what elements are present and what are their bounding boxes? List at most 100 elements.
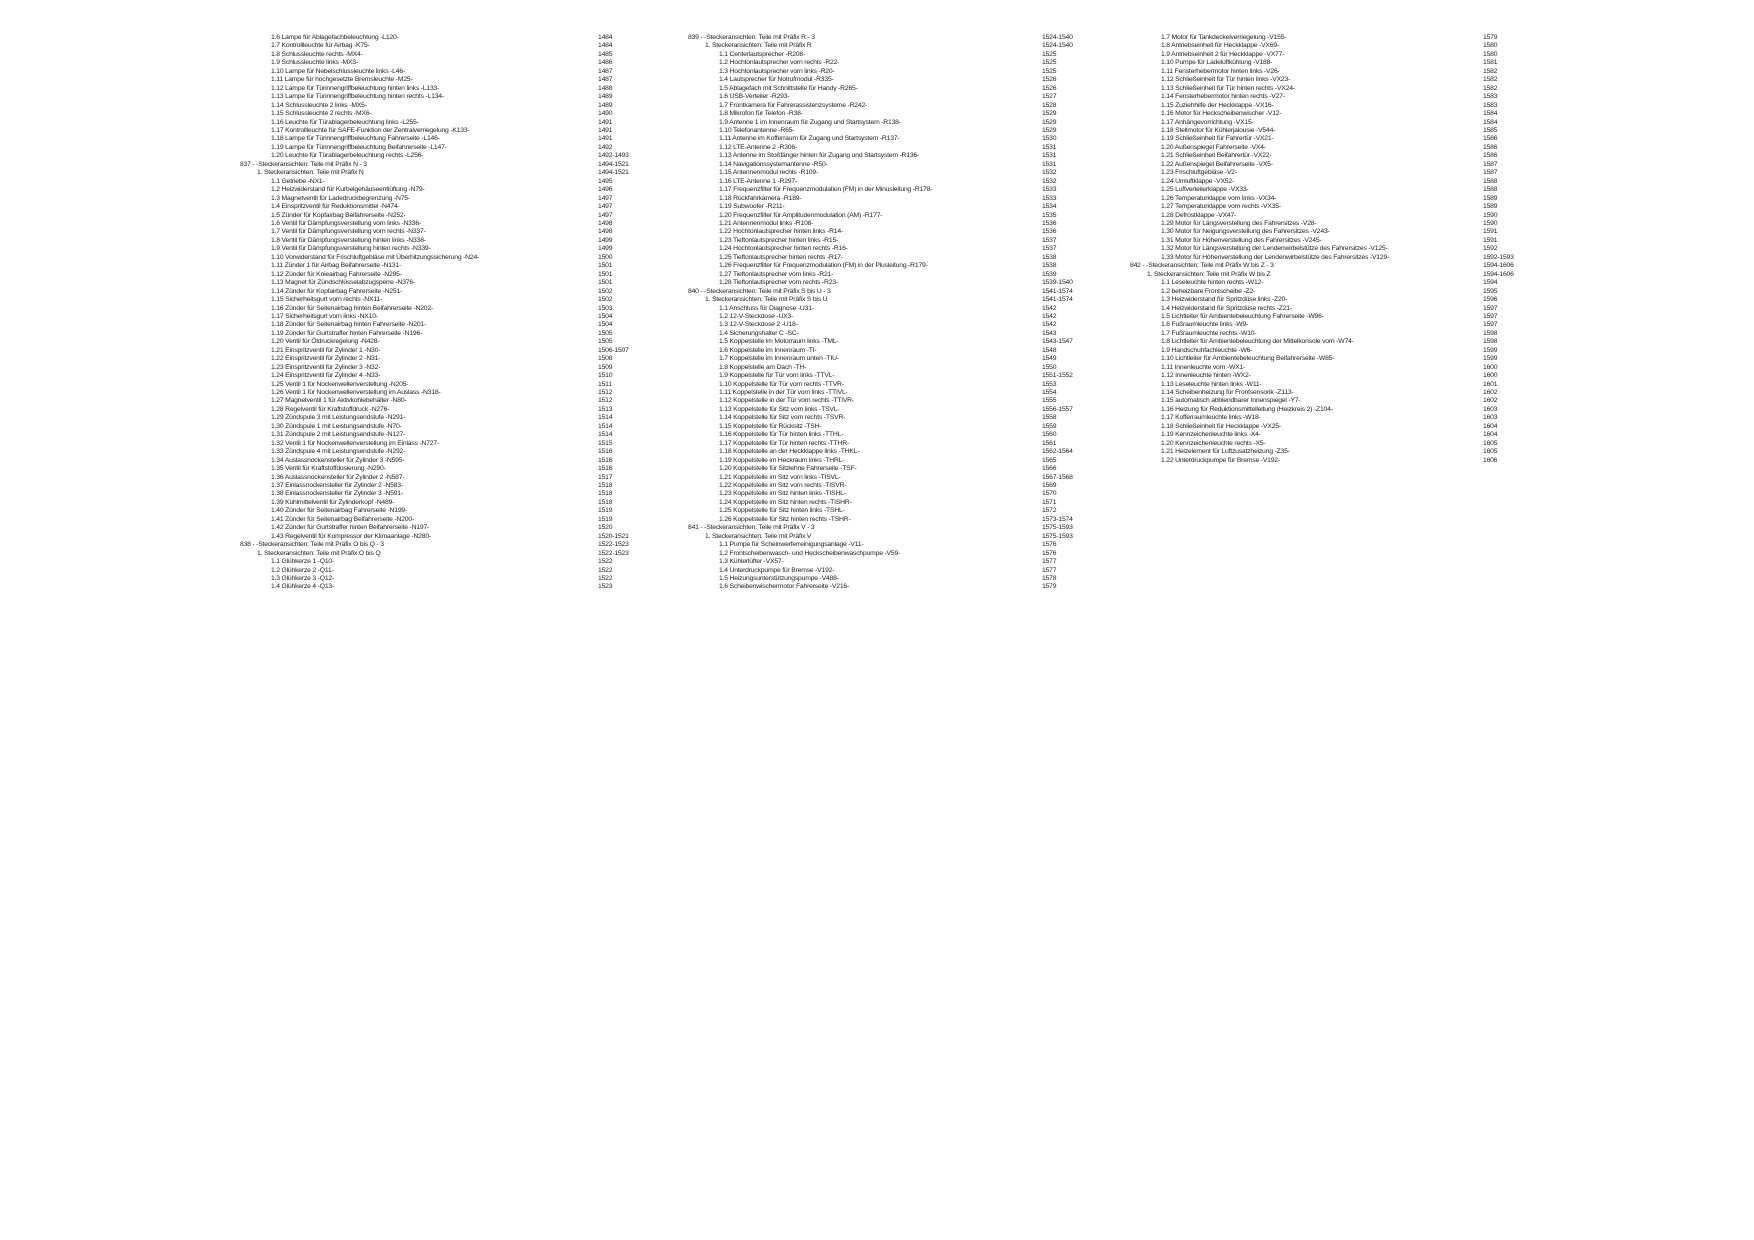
page-number: 1604: [1483, 431, 1498, 439]
entry-text: 1.3 Kühlerlüfter -VX57-: [719, 558, 784, 566]
index-entry-row: 1.13 Lampe für Türinnengriffbeleuchtung …: [240, 93, 720, 101]
page-number: 1506-1507: [598, 346, 629, 354]
entry-text: 1.4 Glühkerze 4 -Q13-: [271, 583, 335, 591]
entry-text: 1.28 Tieftonlautsprecher vorn rechts -R2…: [719, 279, 838, 287]
index-entry-row: 1.28 Regelventil für Kraftstoffdruck -N2…: [240, 406, 720, 414]
entry-text: 1.40 Zünder für Seitenairbag Fahrerseite…: [271, 507, 408, 515]
page-number: 1494-1521: [598, 160, 629, 168]
page-number: 1594: [1483, 279, 1498, 287]
entry-text: 1.16 LTE-Antenne 1 -R297-: [719, 177, 797, 185]
index-entry-row: 1.14 Navigationssystemantenne -R50- 1531: [688, 161, 1168, 169]
index-entry-row: 1.9 Antenne 1 im Innenraum für Zugang un…: [688, 119, 1168, 127]
entry-text: 1.5 Ablagefach mit Schnittstelle für Han…: [719, 84, 858, 92]
entry-text: 1.4 Lautsprecher für Notrufmodul -R335-: [719, 76, 834, 84]
page-number: 1522: [598, 558, 613, 566]
index-entry-row: 1.14 Zünder für Kopfairbag Fahrerseite -…: [240, 288, 720, 296]
page-number: 1586: [1483, 152, 1498, 160]
page-number: 1594-1606: [1483, 270, 1514, 278]
page-number: 1555: [1042, 397, 1057, 405]
entry-text: 1.15 Schlussleuchte 2 rechts -MX6-: [271, 110, 372, 118]
page-number: 1523: [598, 583, 613, 591]
page-number: 1530: [1042, 135, 1057, 143]
index-entry-row: 1.19 Lampe für Türinnengriffbeleuchtung …: [240, 144, 720, 152]
page-number: 1599: [1483, 346, 1498, 354]
entry-text: 1.26 Temperaturklappe vorn links -VX34-: [1161, 194, 1277, 202]
index-entry-row: 1.12 Koppelstelle in der Tür vorn rechts…: [688, 397, 1168, 405]
entry-text: 1.21 Einspritzventil für Zylinder 1 -N30…: [271, 346, 381, 354]
page-number: 1531: [1042, 160, 1057, 168]
entry-text: 1.12 Innenleuchte hinten -WX2-: [1161, 372, 1251, 380]
page-number: 1558: [1042, 414, 1057, 422]
page-number: 1525: [1042, 67, 1057, 75]
index-entry-row: 1.11 Antenne im Kofferraum für Zugang un…: [688, 135, 1168, 143]
page-number: 1598: [1483, 338, 1498, 346]
entry-text: 1.13 Leseleuchte hinten links -W11-: [1161, 380, 1262, 388]
page-number: 1525: [1042, 50, 1057, 58]
index-entry-row: 1.3 12-V-Steckdose 2 -U18- 1542: [688, 321, 1168, 329]
index-entry-row: 1.12 Schließeinheit für Tür hinten links…: [1130, 76, 1610, 84]
page-number: 1591: [1483, 228, 1498, 236]
entry-text: 1.28 Defrostklappe -VX47-: [1161, 211, 1237, 219]
entry-text: 1.22 Außenspiegel Beifahrerseite -VX5-: [1161, 160, 1273, 168]
page-number: 1504: [598, 312, 613, 320]
entry-text: 1.19 Koppelstelle im Heckraum links -THR…: [719, 456, 845, 464]
index-entry-row: 1.25 Koppelstelle für Sitz hinten links …: [688, 507, 1168, 515]
page-number: 1491: [598, 135, 613, 143]
entry-text: 1.22 Unterdruckpumpe für Bremse -V192-: [1161, 456, 1280, 464]
index-entry-row: 1.13 Koppelstelle für Sitz vorn links -T…: [688, 406, 1168, 414]
entry-text: 1.1 Centerlautsprecher -R208-: [719, 50, 806, 58]
entry-text: 1.8 Lichtleiter für Ambientebeleuchtung …: [1161, 338, 1354, 346]
section-header-row: 840 - -Steckeransichten: Teile mit Präfi…: [688, 288, 1168, 296]
index-entry-row: 1.7 Motor für Tankdeckelverriegelung -V1…: [1130, 34, 1610, 42]
index-entry-row: 1.38 Einlassnockensteller für Zylinder 3…: [240, 490, 720, 498]
index-entry-row: 1.23 Koppelstelle im Sitz hinten links -…: [688, 490, 1168, 498]
page-number: 1600: [1483, 363, 1498, 371]
page-number: 1603: [1483, 405, 1498, 413]
entry-text: 1.1 Pumpe für Scheinwerferreinigungsanla…: [719, 541, 864, 549]
index-entry-row: 1.31 Motor für Höhenverstellung des Fahr…: [1130, 237, 1610, 245]
entry-text: 1.9 Ventil für Dämpfungsverstellung hint…: [271, 245, 431, 253]
page-number: 1542: [1042, 312, 1057, 320]
page-number: 1543: [1042, 329, 1057, 337]
entry-text: 1.29 Zündspule 3 mit Leistungsendstufe -…: [271, 414, 406, 422]
page-number: 1575-1593: [1042, 532, 1073, 540]
page-number: 1589: [1483, 194, 1498, 202]
page-number: 1591: [1483, 236, 1498, 244]
index-entry-row: 1.23 Tieftonlautsprecher hinten links -R…: [688, 237, 1168, 245]
entry-text: 1.13 Schließeinheit für Tür hinten recht…: [1161, 84, 1295, 92]
index-entry-row: 1.6 Fußraumleuchte links -W9- 1597: [1130, 321, 1610, 329]
entry-text: 1.16 Leuchte für Türablagerbeleuchtung l…: [271, 118, 419, 126]
index-entry-row: 1.18 Koppelstelle an der Heckklappe link…: [688, 448, 1168, 456]
entry-text: 1.9 Antenne 1 im Innenraum für Zugang un…: [719, 118, 901, 126]
entry-text: 1.22 Hochtonlautsprecher hinten links -R…: [719, 228, 844, 236]
index-entry-row: 1.8 Koppelstelle am Dach -TH- 1550: [688, 364, 1168, 372]
entry-text: 1.42 Zünder für Gurtstraffer hinten Beif…: [271, 524, 430, 532]
index-entry-row: 1.6 Scheibenwischermotor Fahrerseite -V2…: [688, 583, 1168, 591]
entry-text: 1.31 Motor für Höhenverstellung des Fahr…: [1161, 236, 1322, 244]
index-entry-row: 1.21 Heizelement für Luftzusatzheizung -…: [1130, 448, 1610, 456]
entry-text: 1.4 Einspritzventil für Reduktionsmittel…: [271, 203, 400, 211]
index-entry-row: 1.15 automatisch abblendbarer Innenspieg…: [1130, 397, 1610, 405]
page-number: 1560: [1042, 431, 1057, 439]
index-entry-row: 1.19 Kennzeichenleuchte links -X4- 1604: [1130, 431, 1610, 439]
page-number: 1598: [1483, 329, 1498, 337]
entry-text: 1.20 Frequenzfilter für Amplitudenmodula…: [719, 211, 883, 219]
index-entry-row: 1.37 Einlassnockensteller für Zylinder 2…: [240, 482, 720, 490]
index-entry-row: 1.35 Ventil für Kraftstoffdosierung -N29…: [240, 465, 720, 473]
page-number: 1553: [1042, 380, 1057, 388]
section-header-row: 837 - -Steckeransichten: Teile mit Präfi…: [240, 161, 720, 169]
entry-text: 1.18 Koppelstelle an der Heckklappe link…: [719, 448, 860, 456]
page-number: 1541-1574: [1042, 296, 1073, 304]
index-entry-row: 1.12 Innenleuchte hinten -WX2- 1600: [1130, 372, 1610, 380]
page-number: 1519: [598, 515, 613, 523]
index-entry-row: 1.5 Lichtleiter für Ambientebeleuchtung …: [1130, 313, 1610, 321]
entry-text: 1.23 Tieftonlautsprecher hinten links -R…: [719, 236, 839, 244]
index-entry-row: 1.12 Lampe für Türinnengriffbeleuchtung …: [240, 85, 720, 93]
entry-text: 1.9 Antriebseinheit 2 für Heckklappe -VX…: [1161, 50, 1285, 58]
entry-text: 1.36 Auslassnockensteller für Zylinder 2…: [271, 473, 405, 481]
index-entry-row: 1.30 Zündspule 1 mit Leistungsendstufe -…: [240, 423, 720, 431]
page-number: 1586: [1483, 135, 1498, 143]
index-entry-row: 1.32 Ventil 1 für Nockenwellenverstellun…: [240, 440, 720, 448]
index-entry-row: 1.27 Magnetventil 1 für Aktivkohlebehält…: [240, 397, 720, 405]
index-entry-row: 1.11 Innenleuchte vorn -WX1- 1600: [1130, 364, 1610, 372]
